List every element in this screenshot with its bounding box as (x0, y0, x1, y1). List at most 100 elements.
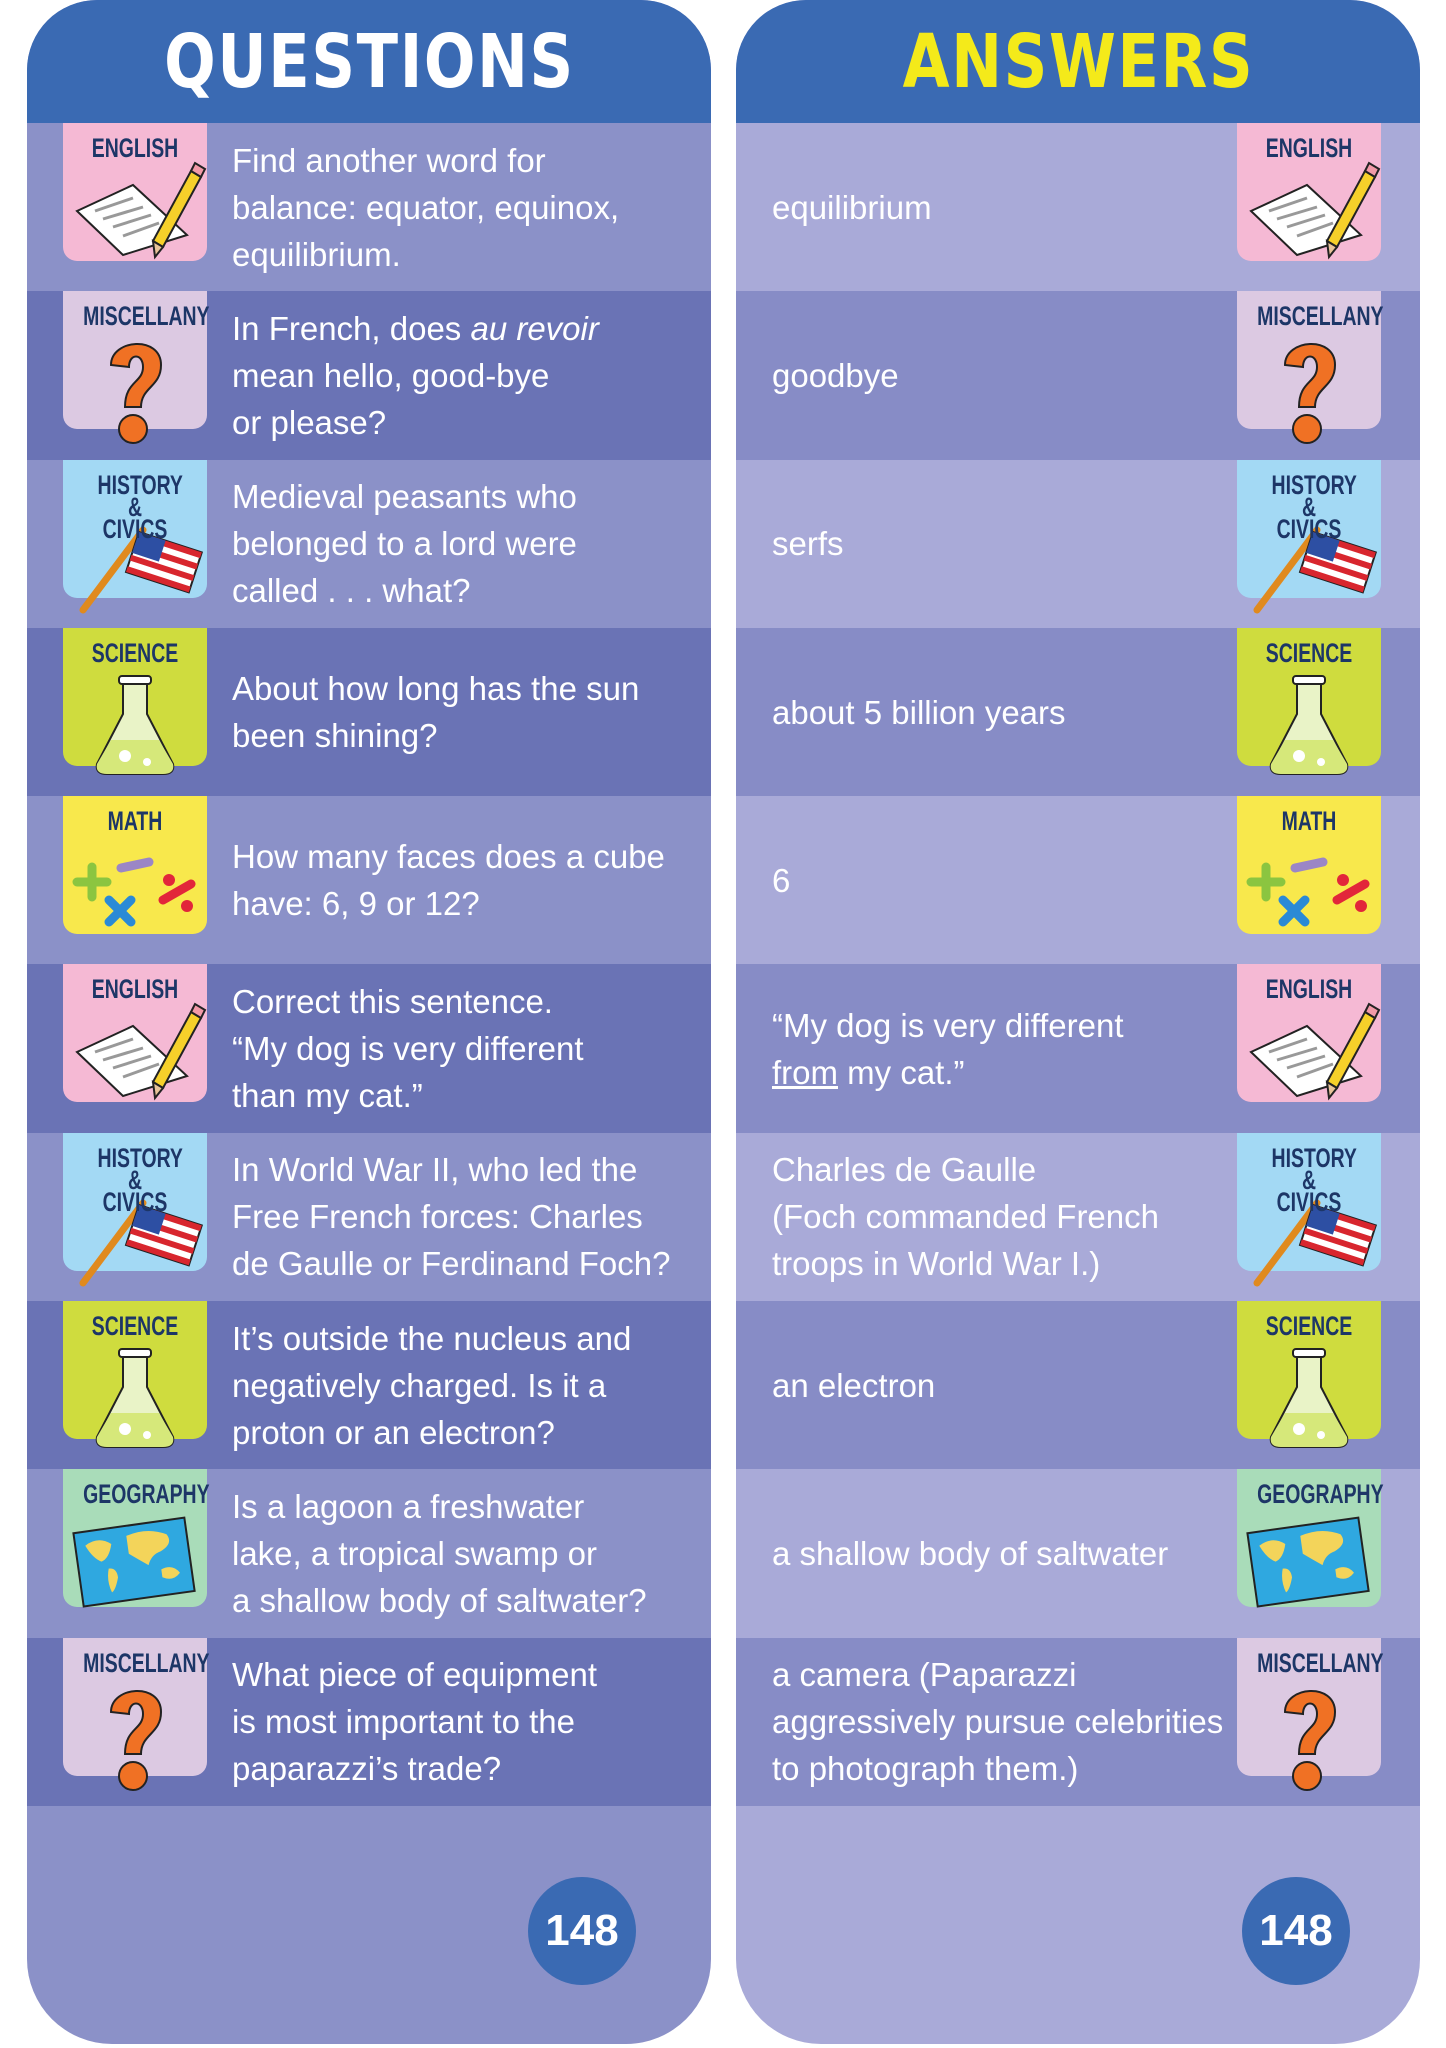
text-segment: 6 (772, 861, 791, 899)
flask-icon (95, 674, 175, 775)
question-text: In World War II, who led the Free French … (232, 1146, 670, 1287)
category-label: GEOGRAPHY (1257, 1479, 1384, 1510)
text-line: equilibrium. (232, 231, 619, 278)
text-line: Find another word for (232, 137, 619, 184)
world-map-icon (72, 1516, 196, 1609)
text-line: “My dog is very different (232, 1025, 584, 1072)
answer-row: MISCELLANY a camera (Paparazzi aggressivel… (736, 1637, 1420, 1806)
question-row: SCIENCE It’s outside the nucleus and negat… (27, 1301, 711, 1470)
question-mark-icon (1283, 1689, 1337, 1791)
category-label: HISTORY & CIVICS (1271, 469, 1357, 544)
answer-text: “My dog is very different from my cat.” (772, 1002, 1124, 1096)
text-line: than my cat.” (232, 1072, 584, 1119)
flask-icon (1269, 1348, 1349, 1449)
answers-header: ANSWERS (736, 0, 1420, 123)
flask-icon (95, 1348, 175, 1449)
answers-card: ANSWERS ENGLISH equilibrium MISCELLANY good… (736, 0, 1420, 2044)
answer-row: SCIENCE about 5 billion years (736, 627, 1420, 797)
text-segment: have: 6, 9 or 12? (232, 885, 480, 923)
question-mark-icon (1283, 343, 1337, 445)
answer-row: MATH 6 (736, 796, 1420, 965)
question-row: MATH How many faces does a cube have: 6, 9… (27, 796, 711, 965)
text-line: is most important to the (232, 1698, 597, 1745)
answer-text: equilibrium (772, 184, 932, 231)
text-line: aggressively pursue celebrities (772, 1698, 1223, 1745)
text-line: In World War II, who led the (232, 1146, 670, 1193)
question-row: HISTORY & CIVICS In World War II, who led… (27, 1132, 711, 1302)
category-tile-history: HISTORY & CIVICS (1237, 1132, 1381, 1287)
text-segment: goodbye (772, 356, 899, 394)
question-text: Is a lagoon a freshwater lake, a tropical… (232, 1483, 647, 1624)
answer-row: SCIENCE an electron (736, 1301, 1420, 1470)
category-tile-history: HISTORY & CIVICS (63, 1132, 207, 1287)
question-text: In French, does au revoir mean hello, goo… (232, 305, 599, 446)
category-tile-science: SCIENCE (1237, 627, 1381, 775)
question-row: HISTORY & CIVICS Medieval peasants who bel… (27, 459, 711, 628)
question-mark-icon (109, 343, 163, 445)
questions-card: QUESTIONS ENGLISH Find another word for ba… (27, 0, 711, 2044)
answer-text: a shallow body of saltwater (772, 1530, 1168, 1577)
text-segment: “My dog is very different (772, 1006, 1124, 1044)
answer-text: serfs (772, 520, 844, 567)
category-tile-science: SCIENCE (63, 1301, 207, 1449)
text-segment: Medieval peasants who (232, 478, 577, 516)
category-label: SCIENCE (91, 637, 179, 668)
category-label: ENGLISH (1265, 974, 1353, 1005)
text-line: (Foch commanded French (772, 1193, 1159, 1240)
text-segment: mean hello, good-bye (232, 356, 550, 394)
text-line: Correct this sentence. (232, 978, 584, 1025)
question-row: ENGLISH Correct this sentence. “My dog is … (27, 964, 711, 1133)
text-segment: troops in World War I.) (772, 1245, 1101, 1283)
text-segment: Correct this sentence. (232, 983, 553, 1021)
question-text: About how long has the sun been shining? (232, 665, 639, 759)
category-label: SCIENCE (1265, 1311, 1353, 1342)
text-line: Charles de Gaulle (772, 1146, 1159, 1193)
text-line: About how long has the sun (232, 665, 639, 712)
question-text: Correct this sentence. “My dog is very di… (232, 978, 584, 1119)
category-label: ENGLISH (91, 974, 179, 1005)
text-line: paparazzi’s trade? (232, 1745, 597, 1792)
text-line: serfs (772, 520, 844, 567)
text-segment: “My dog is very different (232, 1030, 584, 1068)
answers-list: ENGLISH equilibrium MISCELLANY goodbye HISTO… (736, 123, 1420, 1806)
question-text: How many faces does a cube have: 6, 9 or … (232, 833, 665, 927)
answer-text: goodbye (772, 352, 899, 399)
text-segment: About how long has the sun (232, 670, 640, 708)
text-segment: equilibrium. (232, 235, 401, 273)
flask-icon (1269, 674, 1349, 775)
question-row: SCIENCE About how long has the sun been sh… (27, 627, 711, 797)
paper-pencil-icon (75, 1003, 207, 1101)
text-segment: or please? (232, 403, 387, 441)
text-line: goodbye (772, 352, 899, 399)
answer-row: GEOGRAPHY a shallow body of saltwater (736, 1469, 1420, 1638)
text-segment: Find another word for (232, 141, 546, 179)
questions-list: ENGLISH Find another word for balance: equ… (27, 123, 711, 1806)
category-label: MISCELLANY (1257, 301, 1384, 332)
question-text: It’s outside the nucleus and negatively c… (232, 1315, 631, 1456)
text-line: lake, a tropical swamp or (232, 1530, 647, 1577)
text-segment: Free French forces: Charles (232, 1198, 643, 1236)
text-line: mean hello, good-bye (232, 352, 599, 399)
text-segment: paparazzi’s trade? (232, 1750, 502, 1788)
category-label: SCIENCE (91, 1311, 179, 1342)
category-label: HISTORY & CIVICS (97, 1142, 183, 1217)
text-segment: a shallow body of saltwater? (232, 1582, 647, 1620)
category-tile-english: ENGLISH (1237, 964, 1381, 1103)
text-segment: Is a lagoon a freshwater (232, 1488, 585, 1526)
category-label: ENGLISH (1265, 133, 1353, 163)
category-tile-english: ENGLISH (1237, 123, 1381, 261)
answer-text: 6 (772, 857, 790, 904)
answer-text: a camera (Paparazzi aggressively pursue c… (772, 1651, 1223, 1792)
category-tile-miscellany: MISCELLANY (63, 291, 210, 445)
text-line: been shining? (232, 712, 639, 759)
text-line: troops in World War I.) (772, 1240, 1159, 1287)
us-flag-icon (79, 526, 204, 614)
text-segment: de Gaulle or Ferdinand Foch? (232, 1245, 671, 1283)
category-label: MATH (107, 806, 163, 837)
category-label: ENGLISH (91, 133, 179, 163)
text-line: equilibrium (772, 184, 932, 231)
text-segment: How many faces does a cube (232, 838, 665, 876)
category-tile-miscellany: MISCELLANY (1237, 1637, 1384, 1791)
answer-row: ENGLISH “My dog is very different from my … (736, 964, 1420, 1133)
text-line: Free French forces: Charles (232, 1193, 670, 1240)
